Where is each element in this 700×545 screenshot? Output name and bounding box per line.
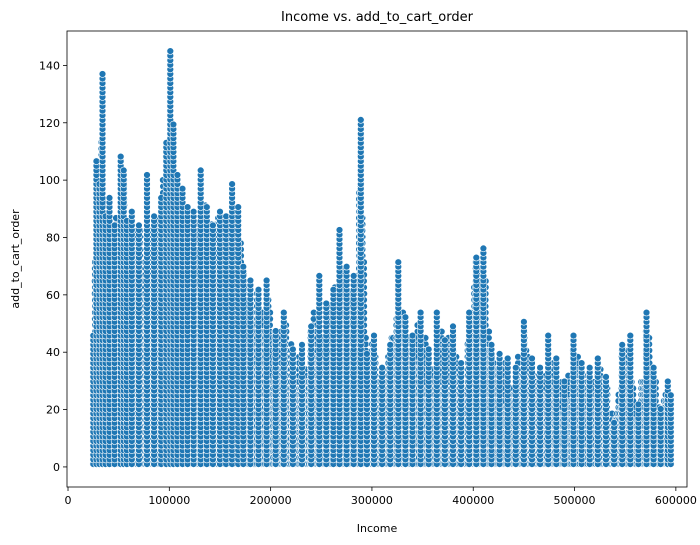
- chart-title: Income vs. add_to_cart_order: [281, 10, 474, 25]
- plot-area: [89, 47, 675, 468]
- data-points: [89, 47, 675, 468]
